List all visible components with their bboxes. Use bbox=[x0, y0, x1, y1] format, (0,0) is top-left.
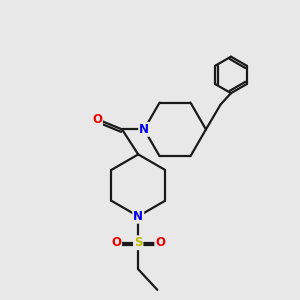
Text: N: N bbox=[133, 210, 143, 223]
Text: N: N bbox=[139, 123, 149, 136]
Text: O: O bbox=[92, 112, 102, 126]
Text: S: S bbox=[134, 236, 142, 249]
Text: O: O bbox=[111, 236, 121, 249]
Text: O: O bbox=[155, 236, 165, 249]
